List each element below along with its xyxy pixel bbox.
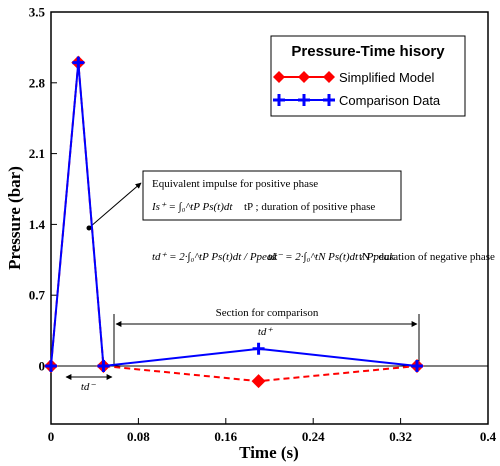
legend-marker-comparison-1 <box>273 94 285 106</box>
impulse-title: Equivalent impulse for positive phase <box>152 178 318 190</box>
y-tick-label: 2.8 <box>29 75 46 90</box>
impulse-arrow <box>89 182 142 228</box>
y-tick-label: 0 <box>39 359 46 374</box>
impulse-annotation: Equivalent impulse for positive phase Is… <box>86 170 402 231</box>
x-tick-label: 0.4 <box>480 429 497 444</box>
legend-marker-simplified-2 <box>298 71 310 83</box>
td-minus-label: td⁻ <box>81 381 97 393</box>
data-point-comparison-data <box>97 360 110 372</box>
legend-title: Pressure-Time hisory <box>291 43 445 60</box>
y-tick-label: 2.1 <box>29 146 45 161</box>
impulse-formula: Is⁺ = ∫₀^tP Ps(t)dt <box>151 201 233 213</box>
data-point-comparison-data <box>252 342 265 355</box>
data-point-comparison-data <box>72 56 85 69</box>
legend-marker-comparison-3 <box>323 94 335 106</box>
y-tick-label: 3.5 <box>29 5 46 20</box>
section-annotation: Section for comparison td⁺ <box>113 307 420 366</box>
impulse-box <box>142 170 402 221</box>
x-tick-label: 0.08 <box>127 429 150 444</box>
y-tick-label: 1.4 <box>29 217 46 232</box>
legend-label-comparison: Comparison Data <box>339 93 441 108</box>
legend-marker-comparison-2 <box>298 94 310 106</box>
x-tick-label: 0.16 <box>214 429 237 444</box>
td-duration: tN ; duration of negative phase <box>359 251 495 263</box>
data-point-simplified-model <box>251 374 266 389</box>
y-tick-label: 0.7 <box>29 288 46 303</box>
td-formula-1: td⁺ = 2·∫₀^tP Ps(t)dt / Ppeak <box>152 251 278 263</box>
td-formula-annotation: td⁺ = 2·∫₀^tP Ps(t)dt / Ppeak td⁻ = 2·∫₀… <box>152 251 495 263</box>
legend-label-simplified: Simplified Model <box>339 70 434 85</box>
legend-marker-simplified-1 <box>273 71 285 83</box>
plot-frame <box>50 11 489 425</box>
section-label: Section for comparison <box>216 307 319 319</box>
x-tick-label: 0 <box>48 429 55 444</box>
data-point-comparison-data <box>410 360 423 372</box>
td-formula-2: td⁻ = 2·∫₀^tN Ps(t)dt / Ppeak <box>268 251 395 263</box>
x-tick-label: 0.32 <box>389 429 412 444</box>
td-plus-label: td⁺ <box>258 326 274 338</box>
x-tick-label: 0.24 <box>302 429 325 444</box>
x-axis-title: Time (s) <box>239 443 299 462</box>
y-axis-title: Pressure (bar) <box>5 166 24 270</box>
legend-marker-simplified-3 <box>323 71 335 83</box>
td-minus-annotation: td⁻ <box>65 374 113 393</box>
legend: Pressure-Time hisory Simplified Model Co… <box>270 35 466 117</box>
impulse-dot <box>86 225 92 231</box>
impulse-duration: tP ; duration of positive phase <box>244 201 375 213</box>
data-point-comparison-data <box>45 360 57 372</box>
